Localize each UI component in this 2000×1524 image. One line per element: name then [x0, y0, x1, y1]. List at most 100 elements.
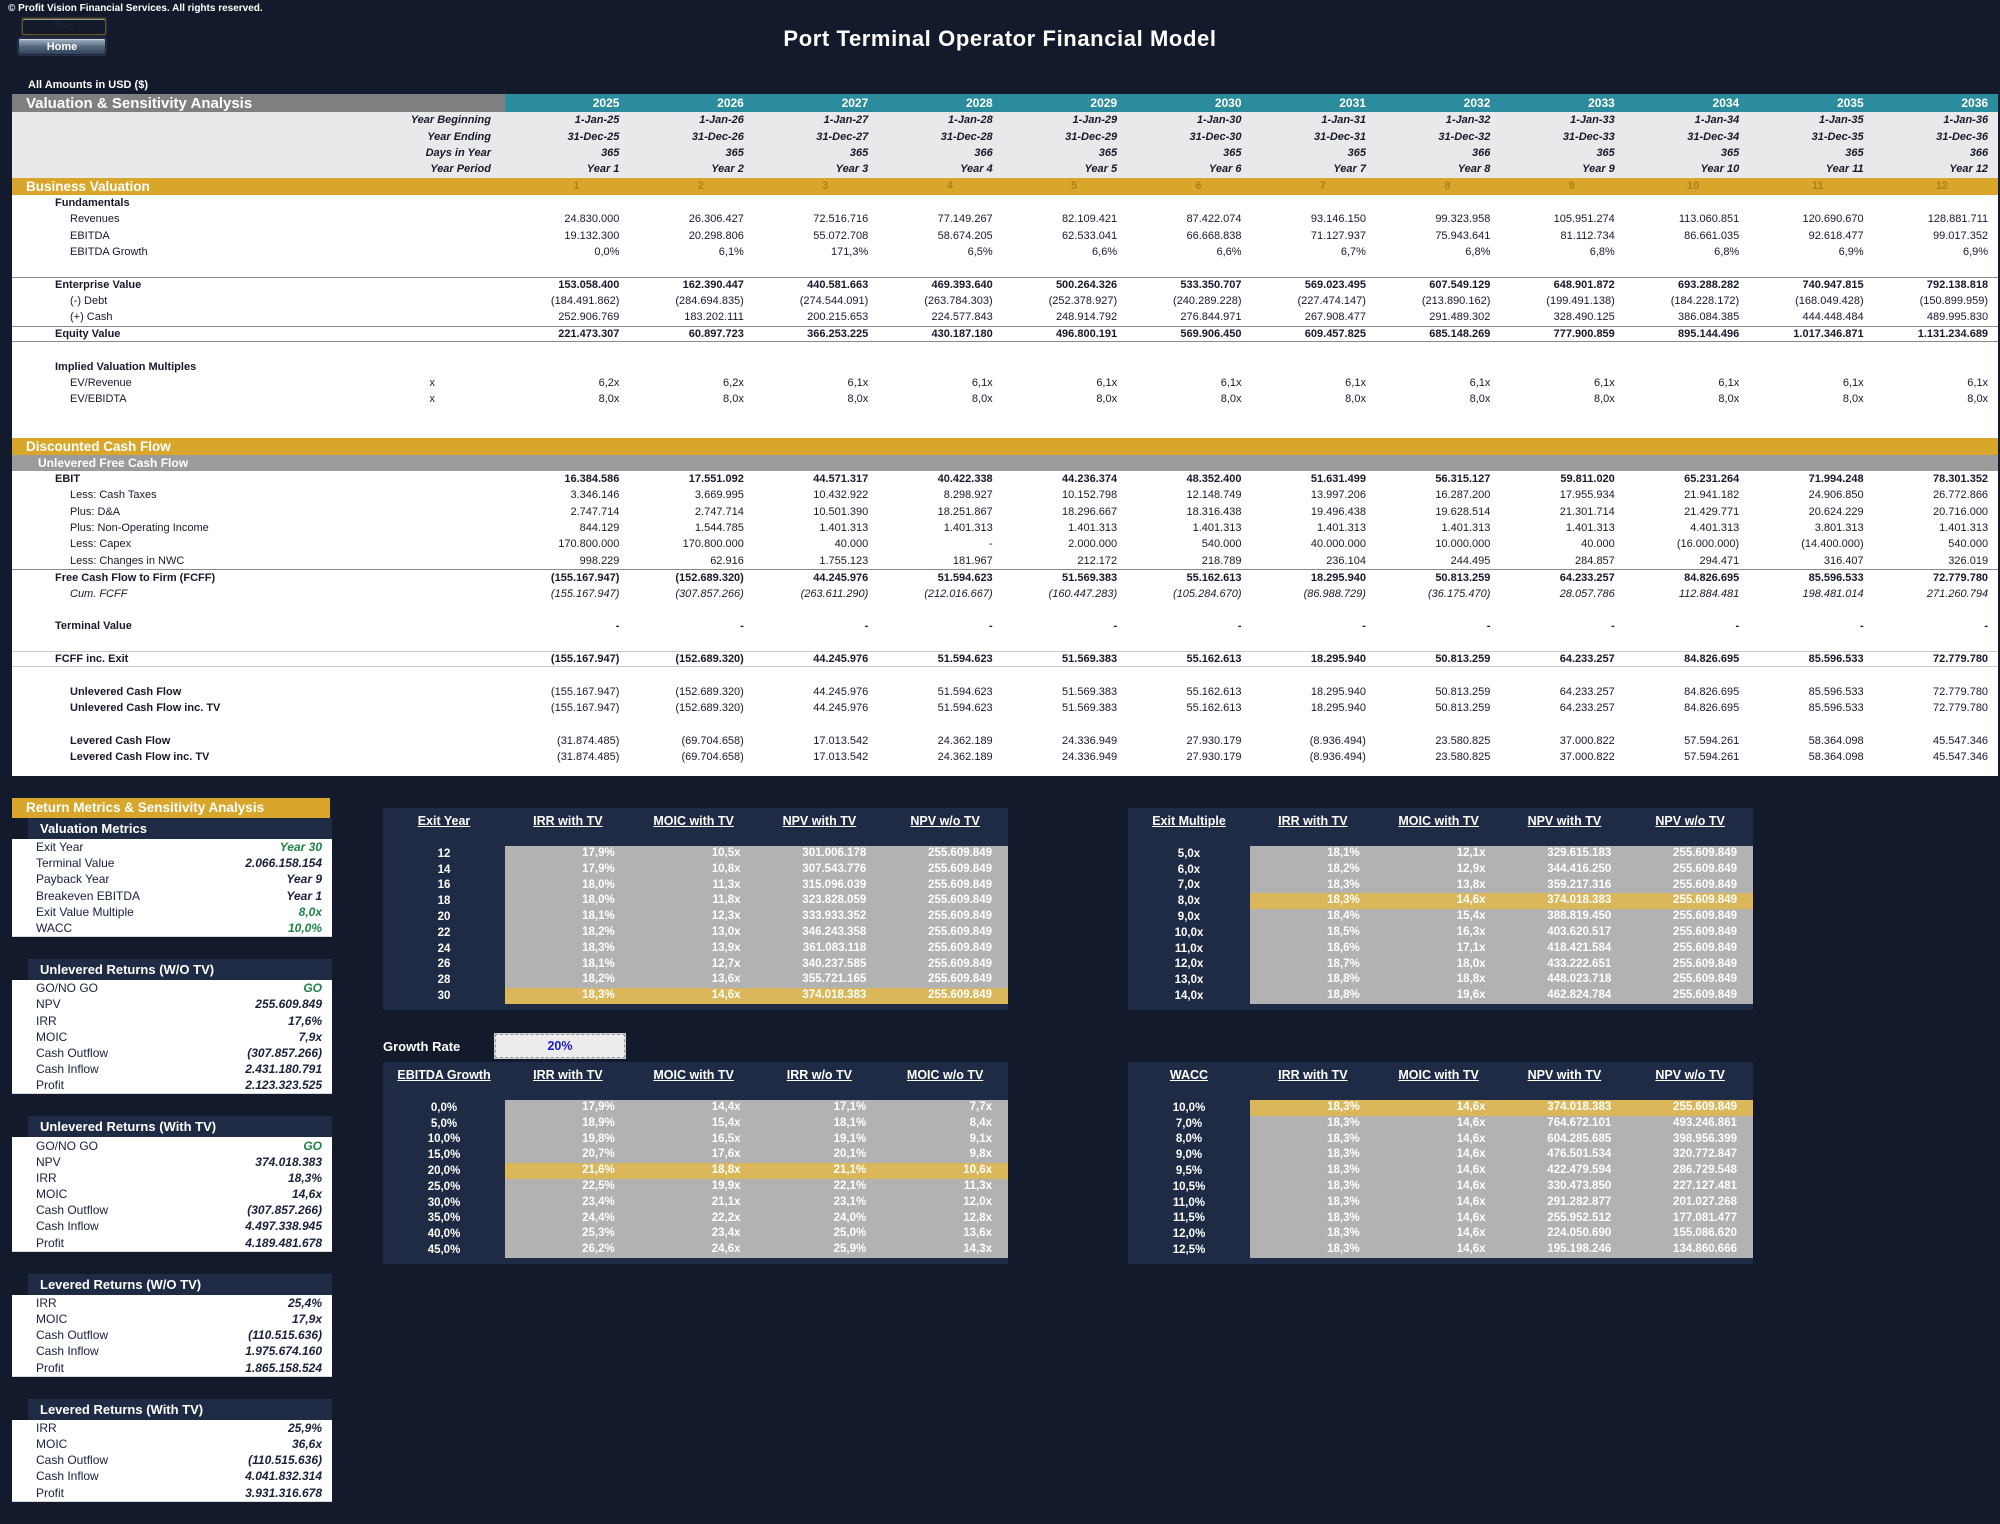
sens-param-cell[interactable]: 12,0x: [1128, 958, 1250, 970]
sheet-cell[interactable]: 8,0x: [1749, 393, 1873, 405]
sheet-cell[interactable]: 72.779.780: [1874, 686, 1998, 698]
sens-cell[interactable]: 255.952.512: [1502, 1211, 1628, 1227]
sheet-cell[interactable]: 31-Dec-25: [505, 131, 629, 143]
sheet-cell[interactable]: 267.908.477: [1252, 311, 1376, 323]
sheet-cell[interactable]: 24.336.949: [1003, 735, 1127, 747]
sens-cell[interactable]: 13,8x: [1376, 878, 1502, 894]
sens-cell[interactable]: 764.672.101: [1502, 1116, 1628, 1132]
sheet-cell[interactable]: 6,6%: [1003, 246, 1127, 258]
sens-cell[interactable]: 18,2%: [1250, 862, 1376, 878]
sens-param-cell[interactable]: 7,0%: [1128, 1118, 1250, 1130]
sens-cell[interactable]: 24,6x: [631, 1242, 757, 1258]
sheet-cell[interactable]: 99.323.958: [1376, 213, 1500, 225]
sens-cell[interactable]: 12,9x: [1376, 862, 1502, 878]
sens-cell[interactable]: 22,5%: [505, 1179, 631, 1195]
sheet-cell[interactable]: 21.941.182: [1625, 489, 1749, 501]
sheet-cell[interactable]: 607.549.129: [1376, 279, 1500, 291]
sheet-cell[interactable]: 777.900.859: [1500, 328, 1624, 340]
sheet-cell[interactable]: (152.689.320): [629, 572, 753, 584]
sheet-cell[interactable]: 31-Dec-29: [1003, 131, 1127, 143]
sheet-cell[interactable]: 294.471: [1625, 555, 1749, 567]
sens-cell[interactable]: 18,8%: [1250, 988, 1376, 1004]
sheet-cell[interactable]: 105.951.274: [1500, 213, 1624, 225]
sheet-cell[interactable]: 1.401.313: [754, 522, 878, 534]
sens-cell[interactable]: 403.620.517: [1502, 925, 1628, 941]
sheet-cell[interactable]: 365: [629, 147, 753, 159]
sheet-cell[interactable]: 183.202.111: [629, 311, 753, 323]
sens-cell[interactable]: 18,7%: [1250, 957, 1376, 973]
sens-cell[interactable]: 134.860.666: [1627, 1242, 1753, 1258]
sheet-cell[interactable]: 693.288.282: [1625, 279, 1749, 291]
sheet-cell[interactable]: -: [754, 620, 878, 632]
sheet-cell[interactable]: 85.596.533: [1749, 686, 1873, 698]
sens-cell[interactable]: 12,3x: [631, 909, 757, 925]
sheet-cell[interactable]: (168.049.428): [1749, 295, 1873, 307]
sens-cell[interactable]: 255.609.849: [1627, 972, 1753, 988]
sheet-cell[interactable]: (69.704.658): [629, 735, 753, 747]
sens-cell[interactable]: 17,9%: [505, 862, 631, 878]
sheet-cell[interactable]: 19.132.300: [505, 230, 629, 242]
sens-cell[interactable]: 18,3%: [1250, 1242, 1376, 1258]
sheet-cell[interactable]: 13.997.206: [1252, 489, 1376, 501]
sheet-cell[interactable]: 365: [1127, 147, 1251, 159]
sheet-cell[interactable]: Year 9: [1500, 163, 1624, 175]
sens-param-cell[interactable]: 11,0%: [1128, 1197, 1250, 1209]
sens-param-cell[interactable]: 15,0%: [383, 1149, 505, 1161]
sens-cell[interactable]: 255.609.849: [1627, 862, 1753, 878]
sens-cell[interactable]: 18,3%: [1250, 893, 1376, 909]
sheet-cell[interactable]: (184.228.172): [1625, 295, 1749, 307]
metrics-value[interactable]: 10,0%: [288, 921, 322, 935]
sheet-cell[interactable]: 386.084.385: [1625, 311, 1749, 323]
sens-param-cell[interactable]: 14: [383, 864, 505, 876]
sens-cell[interactable]: 255.609.849: [882, 941, 1008, 957]
sheet-cell[interactable]: (155.167.947): [505, 572, 629, 584]
metrics-value[interactable]: 36,6x: [292, 1437, 322, 1451]
metrics-value[interactable]: Year 9: [286, 872, 322, 886]
sheet-cell[interactable]: 6,8%: [1500, 246, 1624, 258]
sheet-cell[interactable]: 248.914.792: [1003, 311, 1127, 323]
sheet-cell[interactable]: 1.131.234.689: [1874, 328, 1998, 340]
sheet-cell[interactable]: 366: [1376, 147, 1500, 159]
sheet-cell[interactable]: 87.422.074: [1127, 213, 1251, 225]
sheet-cell[interactable]: 71.127.937: [1252, 230, 1376, 242]
sheet-cell[interactable]: 430.187.180: [878, 328, 1002, 340]
sheet-cell[interactable]: 85.596.533: [1749, 702, 1873, 714]
sens-cell[interactable]: 255.609.849: [1627, 957, 1753, 973]
sheet-cell[interactable]: 3.669.995: [629, 489, 753, 501]
sheet-cell[interactable]: Year 12: [1874, 163, 1998, 175]
sens-cell[interactable]: 330.473.850: [1502, 1179, 1628, 1195]
sheet-cell[interactable]: 18.295.940: [1252, 572, 1376, 584]
sens-param-cell[interactable]: 25,0%: [383, 1181, 505, 1193]
sens-param-cell[interactable]: 8,0%: [1128, 1133, 1250, 1145]
sens-cell[interactable]: 286.729.548: [1627, 1163, 1753, 1179]
sheet-cell[interactable]: 24.362.189: [878, 735, 1002, 747]
sens-cell[interactable]: 16,3x: [1376, 925, 1502, 941]
sheet-cell[interactable]: 469.393.640: [878, 279, 1002, 291]
sens-param-cell[interactable]: 20,0%: [383, 1165, 505, 1177]
sens-cell[interactable]: 17,1x: [1376, 941, 1502, 957]
sens-cell[interactable]: 14,6x: [1376, 893, 1502, 909]
sheet-cell[interactable]: 27.930.179: [1127, 751, 1251, 763]
sens-cell[interactable]: 19,6x: [1376, 988, 1502, 1004]
sheet-cell[interactable]: 24.336.949: [1003, 751, 1127, 763]
metrics-value[interactable]: 18,3%: [288, 1171, 322, 1185]
sens-cell[interactable]: 12,0x: [882, 1195, 1008, 1211]
sheet-cell[interactable]: (263.611.290): [754, 588, 878, 600]
sheet-cell[interactable]: 440.581.663: [754, 279, 878, 291]
sheet-cell[interactable]: 18.251.867: [878, 506, 1002, 518]
sheet-cell[interactable]: 51.569.383: [1003, 653, 1127, 665]
sens-cell[interactable]: 24,4%: [505, 1211, 631, 1227]
sens-cell[interactable]: 18,8x: [631, 1163, 757, 1179]
sens-cell[interactable]: 18,0%: [505, 893, 631, 909]
sheet-cell[interactable]: 6,6%: [1127, 246, 1251, 258]
sens-cell[interactable]: 15,4x: [1376, 909, 1502, 925]
sens-param-cell[interactable]: 10,0%: [1128, 1102, 1250, 1114]
metrics-value[interactable]: GO: [303, 1139, 322, 1153]
sens-cell[interactable]: 18,3%: [1250, 878, 1376, 894]
sheet-cell[interactable]: 366.253.225: [754, 328, 878, 340]
sheet-cell[interactable]: Year 8: [1376, 163, 1500, 175]
sheet-cell[interactable]: 12.148.749: [1127, 489, 1251, 501]
metrics-value[interactable]: 3.931.316.678: [245, 1486, 322, 1500]
sheet-cell[interactable]: 3.346.146: [505, 489, 629, 501]
sens-param-cell[interactable]: 26: [383, 958, 505, 970]
